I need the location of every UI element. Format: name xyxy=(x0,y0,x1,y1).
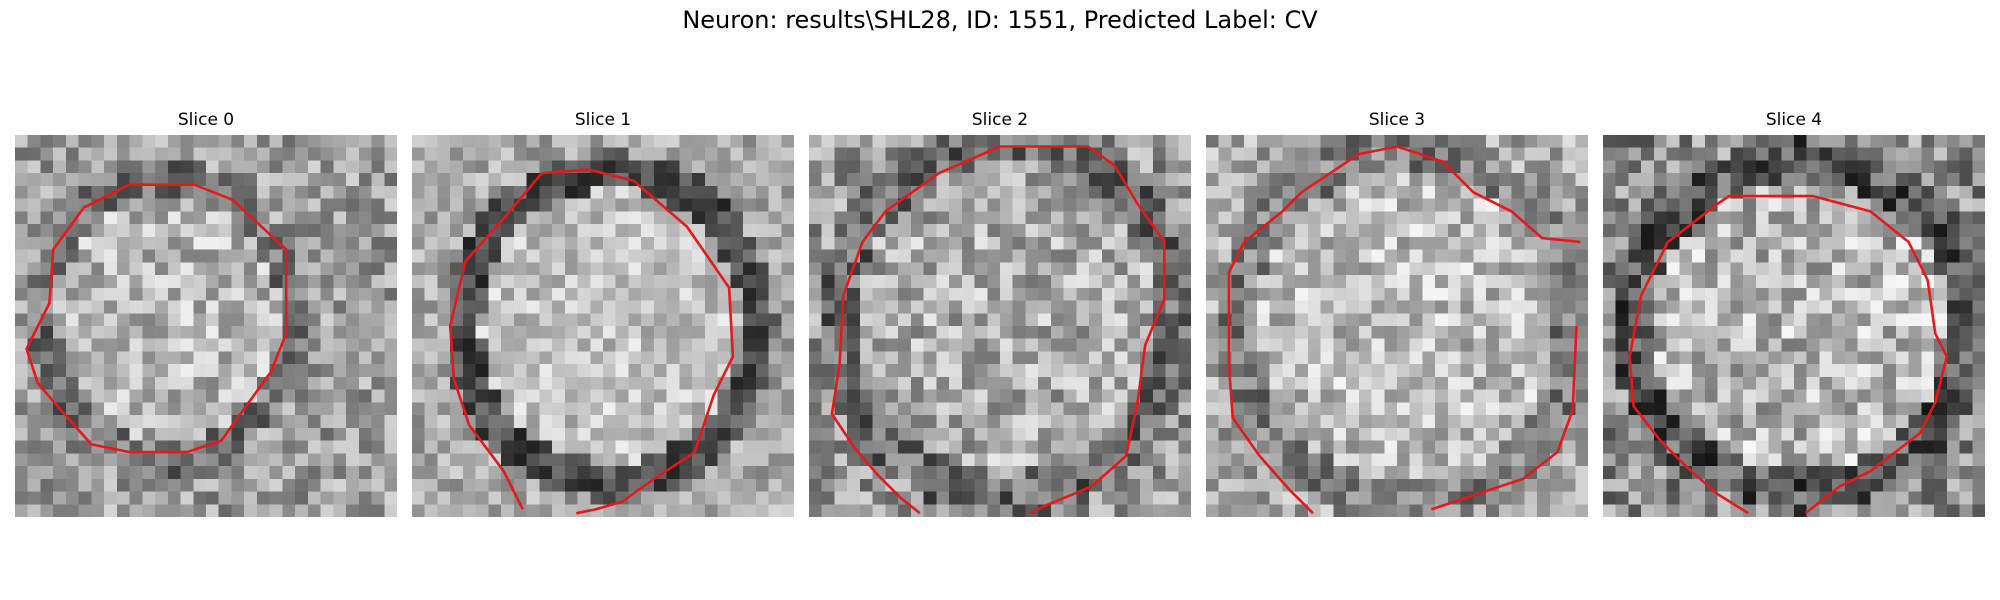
slice-3-image xyxy=(1206,135,1588,517)
panel-title-slice-1: Slice 1 xyxy=(574,110,632,130)
slice-0-image xyxy=(15,135,397,517)
contour-segment-2 xyxy=(1227,210,1314,515)
panel-title-slice-3: Slice 3 xyxy=(1368,110,1426,130)
contour-segment-0 xyxy=(541,168,735,515)
panel-title-slice-0: Slice 0 xyxy=(177,110,235,130)
pixel-grid xyxy=(1603,135,1985,517)
pixel-grid xyxy=(412,135,794,517)
pixel-grid xyxy=(15,135,397,517)
pixel-grid xyxy=(1206,135,1588,517)
contour-segment-1 xyxy=(1628,202,1749,515)
panel-title-slice-2: Slice 2 xyxy=(971,110,1029,130)
contour-segment-1 xyxy=(830,172,940,515)
contour-segment-1 xyxy=(1430,325,1578,511)
contour-segment-1 xyxy=(448,172,543,510)
contour-segment-0 xyxy=(25,183,288,454)
slice-4-image xyxy=(1603,135,1985,517)
figure-title: Neuron: results\SHL28, ID: 1551, Predict… xyxy=(682,6,1318,34)
slice-2-image xyxy=(809,135,1191,517)
contour-segment-0 xyxy=(1281,145,1581,244)
slice-1-image xyxy=(412,135,794,517)
contour-segment-0 xyxy=(938,145,1166,515)
pixel-grid xyxy=(809,135,1191,517)
contour-segment-0 xyxy=(1716,194,1949,515)
panel-title-slice-4: Slice 4 xyxy=(1765,110,1823,130)
